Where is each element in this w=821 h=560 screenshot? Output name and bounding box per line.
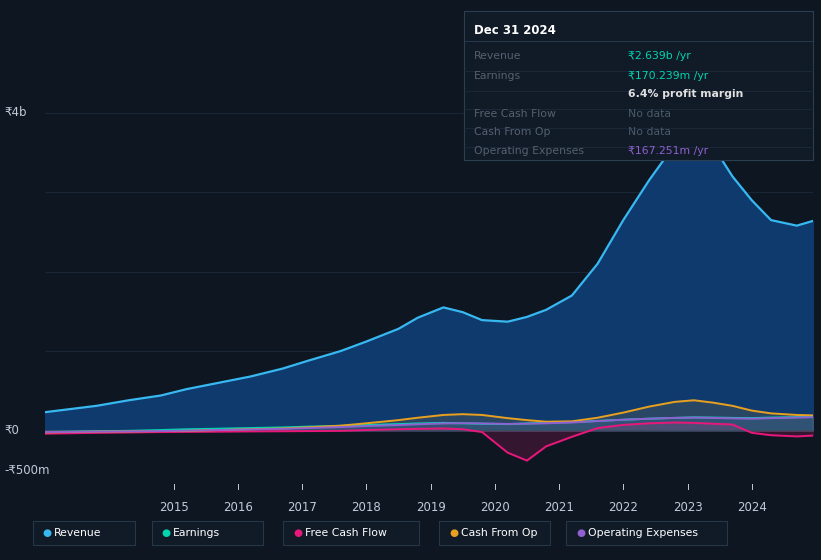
Text: ₹170.239m /yr: ₹170.239m /yr [628, 71, 708, 81]
Text: Free Cash Flow: Free Cash Flow [475, 109, 556, 119]
Text: 2021: 2021 [544, 501, 574, 514]
Text: Dec 31 2024: Dec 31 2024 [475, 24, 556, 37]
Text: ●: ● [293, 528, 302, 538]
Text: Earnings: Earnings [475, 71, 521, 81]
Text: 2019: 2019 [415, 501, 446, 514]
Text: -₹500m: -₹500m [4, 464, 49, 477]
Text: Operating Expenses: Operating Expenses [588, 528, 698, 538]
Text: ●: ● [576, 528, 585, 538]
Text: 2023: 2023 [672, 501, 703, 514]
Text: No data: No data [628, 127, 671, 137]
Text: Revenue: Revenue [54, 528, 102, 538]
Text: 2018: 2018 [351, 501, 381, 514]
Text: ₹167.251m /yr: ₹167.251m /yr [628, 146, 708, 156]
Text: ●: ● [162, 528, 171, 538]
Text: 2022: 2022 [608, 501, 638, 514]
Text: ₹2.639b /yr: ₹2.639b /yr [628, 52, 690, 62]
Text: Earnings: Earnings [173, 528, 220, 538]
Text: 2020: 2020 [480, 501, 510, 514]
Text: 6.4% profit margin: 6.4% profit margin [628, 89, 743, 99]
Text: Cash From Op: Cash From Op [461, 528, 537, 538]
Text: ●: ● [43, 528, 52, 538]
Text: 2015: 2015 [158, 501, 189, 514]
Text: 2016: 2016 [223, 501, 253, 514]
Text: ●: ● [449, 528, 458, 538]
Text: 2024: 2024 [736, 501, 767, 514]
Text: Revenue: Revenue [475, 52, 522, 62]
Text: Cash From Op: Cash From Op [475, 127, 551, 137]
Text: ₹4b: ₹4b [4, 106, 26, 119]
Text: 2017: 2017 [287, 501, 317, 514]
Text: No data: No data [628, 109, 671, 119]
Text: Free Cash Flow: Free Cash Flow [305, 528, 387, 538]
Text: ₹0: ₹0 [4, 424, 19, 437]
Text: Operating Expenses: Operating Expenses [475, 146, 585, 156]
